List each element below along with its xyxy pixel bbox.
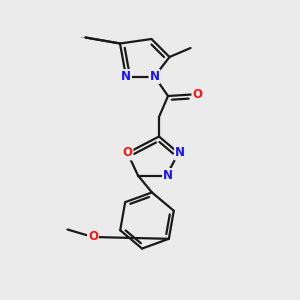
Text: O: O <box>88 230 98 244</box>
Text: N: N <box>163 169 173 182</box>
Text: methyl: methyl <box>81 36 85 38</box>
Text: N: N <box>121 70 131 83</box>
Text: O: O <box>122 146 133 160</box>
Text: N: N <box>149 70 160 83</box>
Text: N: N <box>175 146 185 160</box>
Text: O: O <box>192 88 203 101</box>
